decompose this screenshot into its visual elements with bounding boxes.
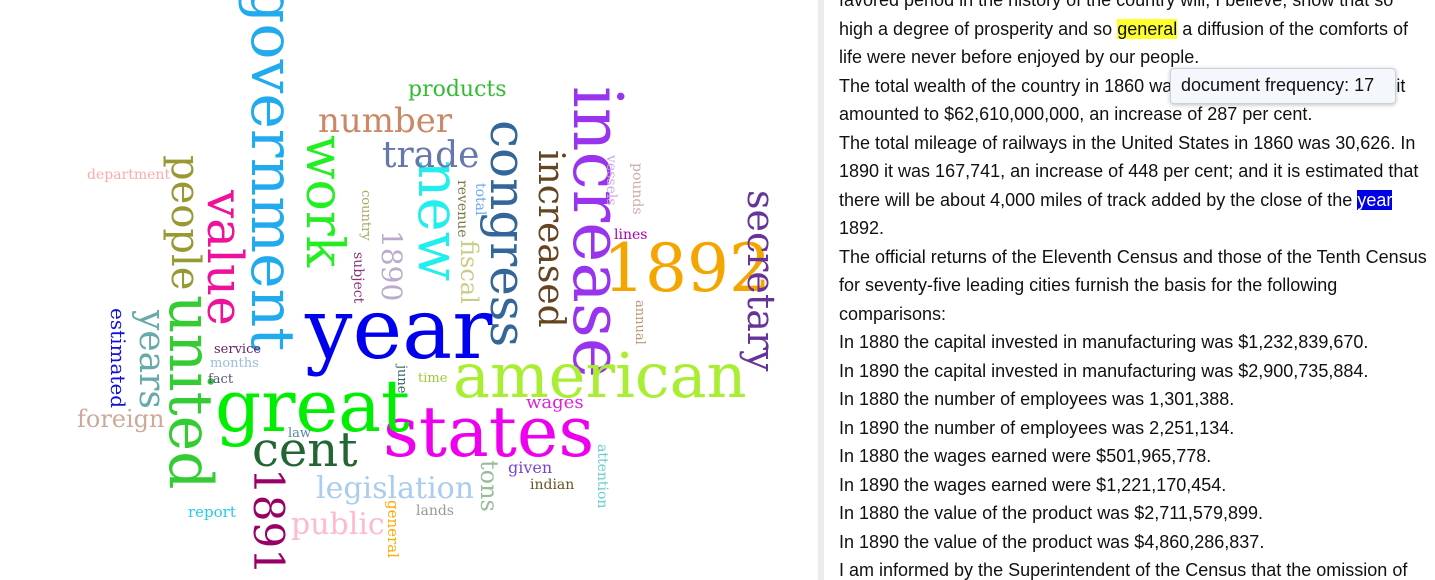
word-number[interactable]: number (318, 101, 453, 141)
word-time[interactable]: time (418, 371, 448, 386)
document-frequency-tooltip: document frequency: 17 (1170, 68, 1396, 104)
line-text: The total mileage of railways in the Uni… (839, 132, 1416, 153)
line-text: In 1880 the capital invested in manufact… (839, 332, 1369, 352)
word-increased[interactable]: increased (530, 150, 571, 328)
selected-word[interactable]: year (1357, 189, 1393, 210)
line-text: high a degree of prosperity and so (839, 18, 1118, 39)
tooltip-label: document frequency: (1181, 75, 1350, 95)
document-line: for seventy-five leading cities furnish … (839, 276, 1337, 294)
word-public[interactable]: public (291, 507, 385, 542)
line-text: comparisons: (839, 303, 947, 324)
document-line: In 1880 the number of employees was 1,30… (839, 390, 1234, 408)
word-trade[interactable]: trade (382, 135, 480, 176)
word-1892[interactable]: 1892 (603, 230, 771, 307)
document-line: In 1880 the capital invested in manufact… (839, 333, 1368, 351)
word-lands[interactable]: lands (416, 503, 454, 519)
document-line: amounted to $62,610,000,000, an increase… (839, 105, 1312, 123)
word-estimated[interactable]: estimated (106, 308, 130, 409)
line-text: amounted to $62,610,000,000, an increase… (839, 104, 1313, 124)
word-legislation[interactable]: legislation (316, 471, 475, 506)
line-text: 1892. (839, 218, 885, 238)
line-text: favored period in the history of the cou… (839, 0, 1394, 10)
word-service[interactable]: service (214, 342, 262, 357)
line-text: In 1890 the wages earned were $1,221,170… (839, 474, 1227, 495)
word-cent[interactable]: cent (252, 422, 358, 478)
word-given[interactable]: given (508, 458, 553, 477)
document-line: In 1890 the wages earned were $1,221,170… (839, 476, 1226, 494)
word-fiscal[interactable]: fiscal (455, 240, 483, 304)
document-line: In 1890 the value of the product was $4,… (839, 533, 1264, 551)
word-pounds[interactable]: pounds (629, 163, 645, 215)
line-text: a diffusion of the comforts of (1177, 18, 1409, 39)
document-line: In 1890 the number of employees was 2,25… (839, 419, 1234, 437)
document-line: comparisons: (839, 305, 946, 323)
word-country[interactable]: country (358, 190, 373, 241)
word-1891[interactable]: 1891 (244, 468, 293, 575)
line-text: In 1880 the value of the product was $2,… (839, 503, 1263, 523)
word-june[interactable]: june (394, 365, 409, 394)
line-text: In 1880 the number of employees was 1,30… (839, 389, 1235, 409)
document-pane: favored period in the history of the cou… (824, 0, 1435, 580)
line-text: life were never before enjoyed by our pe… (839, 47, 1200, 67)
line-text: In 1890 the value of the product was $4,… (839, 531, 1265, 552)
word-revenue[interactable]: revenue (454, 180, 470, 238)
document-line: The total mileage of railways in the Uni… (839, 134, 1415, 152)
document-line: there will be about 4,000 miles of track… (839, 189, 1393, 210)
word-work[interactable]: work (294, 135, 354, 268)
document-line: In 1880 the wages earned were $501,965,7… (839, 447, 1211, 465)
word-tons[interactable]: tons (475, 460, 503, 512)
pane-divider[interactable] (818, 0, 824, 580)
line-text: there will be about 4,000 miles of track… (839, 189, 1358, 210)
word-1890[interactable]: 1890 (375, 230, 408, 302)
word-wages[interactable]: wages (526, 392, 584, 413)
word-people[interactable]: people (162, 155, 208, 291)
document-line: 1892. (839, 219, 884, 237)
line-text: 1890 it was 167,741, an increase of 448 … (839, 161, 1419, 181)
document-line: high a degree of prosperity and so gener… (839, 18, 1409, 39)
word-cloud: government increase year states great america… (77, 0, 783, 575)
word-year[interactable]: year (305, 280, 493, 378)
document-line: In 1880 the value of the product was $2,… (839, 504, 1263, 522)
line-text: In 1890 the capital invested in manufact… (839, 360, 1369, 381)
word-indian[interactable]: indian (530, 477, 575, 493)
line-text: for seventy-five leading cities furnish … (839, 275, 1338, 295)
word-vessels[interactable]: vessels (603, 155, 619, 206)
word-foreign[interactable]: foreign (77, 405, 165, 433)
word-secretary[interactable]: secretary (739, 190, 783, 372)
line-text: In 1890 the number of employees was 2,25… (839, 417, 1235, 438)
document-line: I am informed by the Superintendent of t… (839, 561, 1407, 579)
document-line: favored period in the history of the cou… (839, 0, 1393, 9)
word-products[interactable]: products (408, 77, 507, 102)
word-fact[interactable]: fact (208, 372, 234, 387)
tooltip-value: 17 (1354, 75, 1375, 95)
word-congress[interactable]: congress (479, 120, 537, 348)
word-department[interactable]: department (87, 167, 171, 183)
word-report[interactable]: report (188, 503, 236, 521)
word-total[interactable]: total (472, 183, 488, 216)
document-line: 1890 it was 167,741, an increase of 448 … (839, 162, 1418, 180)
word-months[interactable]: months (210, 356, 259, 371)
line-text: I am informed by the Superintendent of t… (839, 560, 1408, 580)
word-great[interactable]: great (215, 364, 410, 448)
document-line: life were never before enjoyed by our pe… (839, 48, 1199, 66)
line-text: The official returns of the Eleventh Cen… (839, 246, 1427, 267)
word-states[interactable]: states (383, 391, 595, 473)
document-line: In 1890 the capital invested in manufact… (839, 362, 1368, 380)
word-attention[interactable]: attention (594, 444, 610, 509)
word-annual[interactable]: annual (632, 300, 647, 345)
word-general[interactable]: general (384, 500, 402, 558)
word-law[interactable]: law (288, 426, 312, 441)
word-lines[interactable]: lines (614, 227, 648, 243)
document-line: The official returns of the Eleventh Cen… (839, 248, 1427, 266)
highlighted-word[interactable]: general (1117, 18, 1178, 39)
word-subject[interactable]: subject (350, 252, 366, 304)
line-text: In 1880 the wages earned were $501,965,7… (839, 446, 1212, 466)
word-american[interactable]: american (453, 339, 747, 412)
word-years[interactable]: years (131, 310, 172, 409)
